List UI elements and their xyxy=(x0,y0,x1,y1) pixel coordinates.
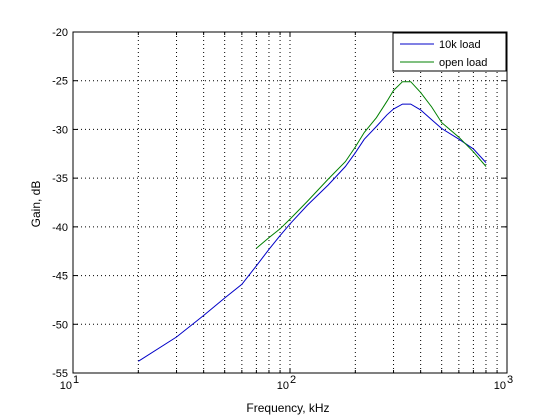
y-tick-label: -45 xyxy=(52,271,68,283)
grid-lines xyxy=(73,32,507,373)
x-tick-label-base: 10 xyxy=(277,380,289,392)
y-axis-title: Gain, dB xyxy=(29,181,43,228)
x-tick-label-exponent: 3 xyxy=(507,374,513,386)
y-tick-label: -50 xyxy=(52,319,68,331)
y-tick-label: -35 xyxy=(52,173,68,185)
y-tick-label: -40 xyxy=(52,222,68,234)
x-tick-label-base: 10 xyxy=(60,380,72,392)
x-tick-label-exponent: 1 xyxy=(73,374,79,386)
axes-frame xyxy=(72,31,508,374)
x-tick-labels: 10 1 10 2 10 3 xyxy=(60,374,513,392)
y-tick-label: -30 xyxy=(52,124,68,136)
legend-box xyxy=(392,32,507,72)
y-tick-label: -25 xyxy=(52,76,68,88)
series-line-1 xyxy=(138,103,487,362)
x-tick-label: 10 1 xyxy=(60,374,79,392)
x-axis-title: Frequency, kHz xyxy=(246,401,329,415)
y-tick-labels: -55 -50 -45 -40 -35 -30 -25 -20 xyxy=(52,27,68,380)
y-tick-label: -55 xyxy=(52,368,68,380)
x-tick-label-exponent: 2 xyxy=(290,374,296,386)
y-tick-label: -20 xyxy=(52,27,68,39)
series-line-2 xyxy=(256,81,487,249)
x-tick-label: 10 3 xyxy=(494,374,513,392)
legend-label-1: 10k load xyxy=(439,39,481,51)
plot-frame xyxy=(72,31,508,374)
legend: 10k load open load xyxy=(392,32,507,72)
legend-label-2: open load xyxy=(439,57,487,69)
series-lines xyxy=(138,81,487,362)
x-tick-label-base: 10 xyxy=(494,380,506,392)
x-tick-label: 10 2 xyxy=(277,374,296,392)
